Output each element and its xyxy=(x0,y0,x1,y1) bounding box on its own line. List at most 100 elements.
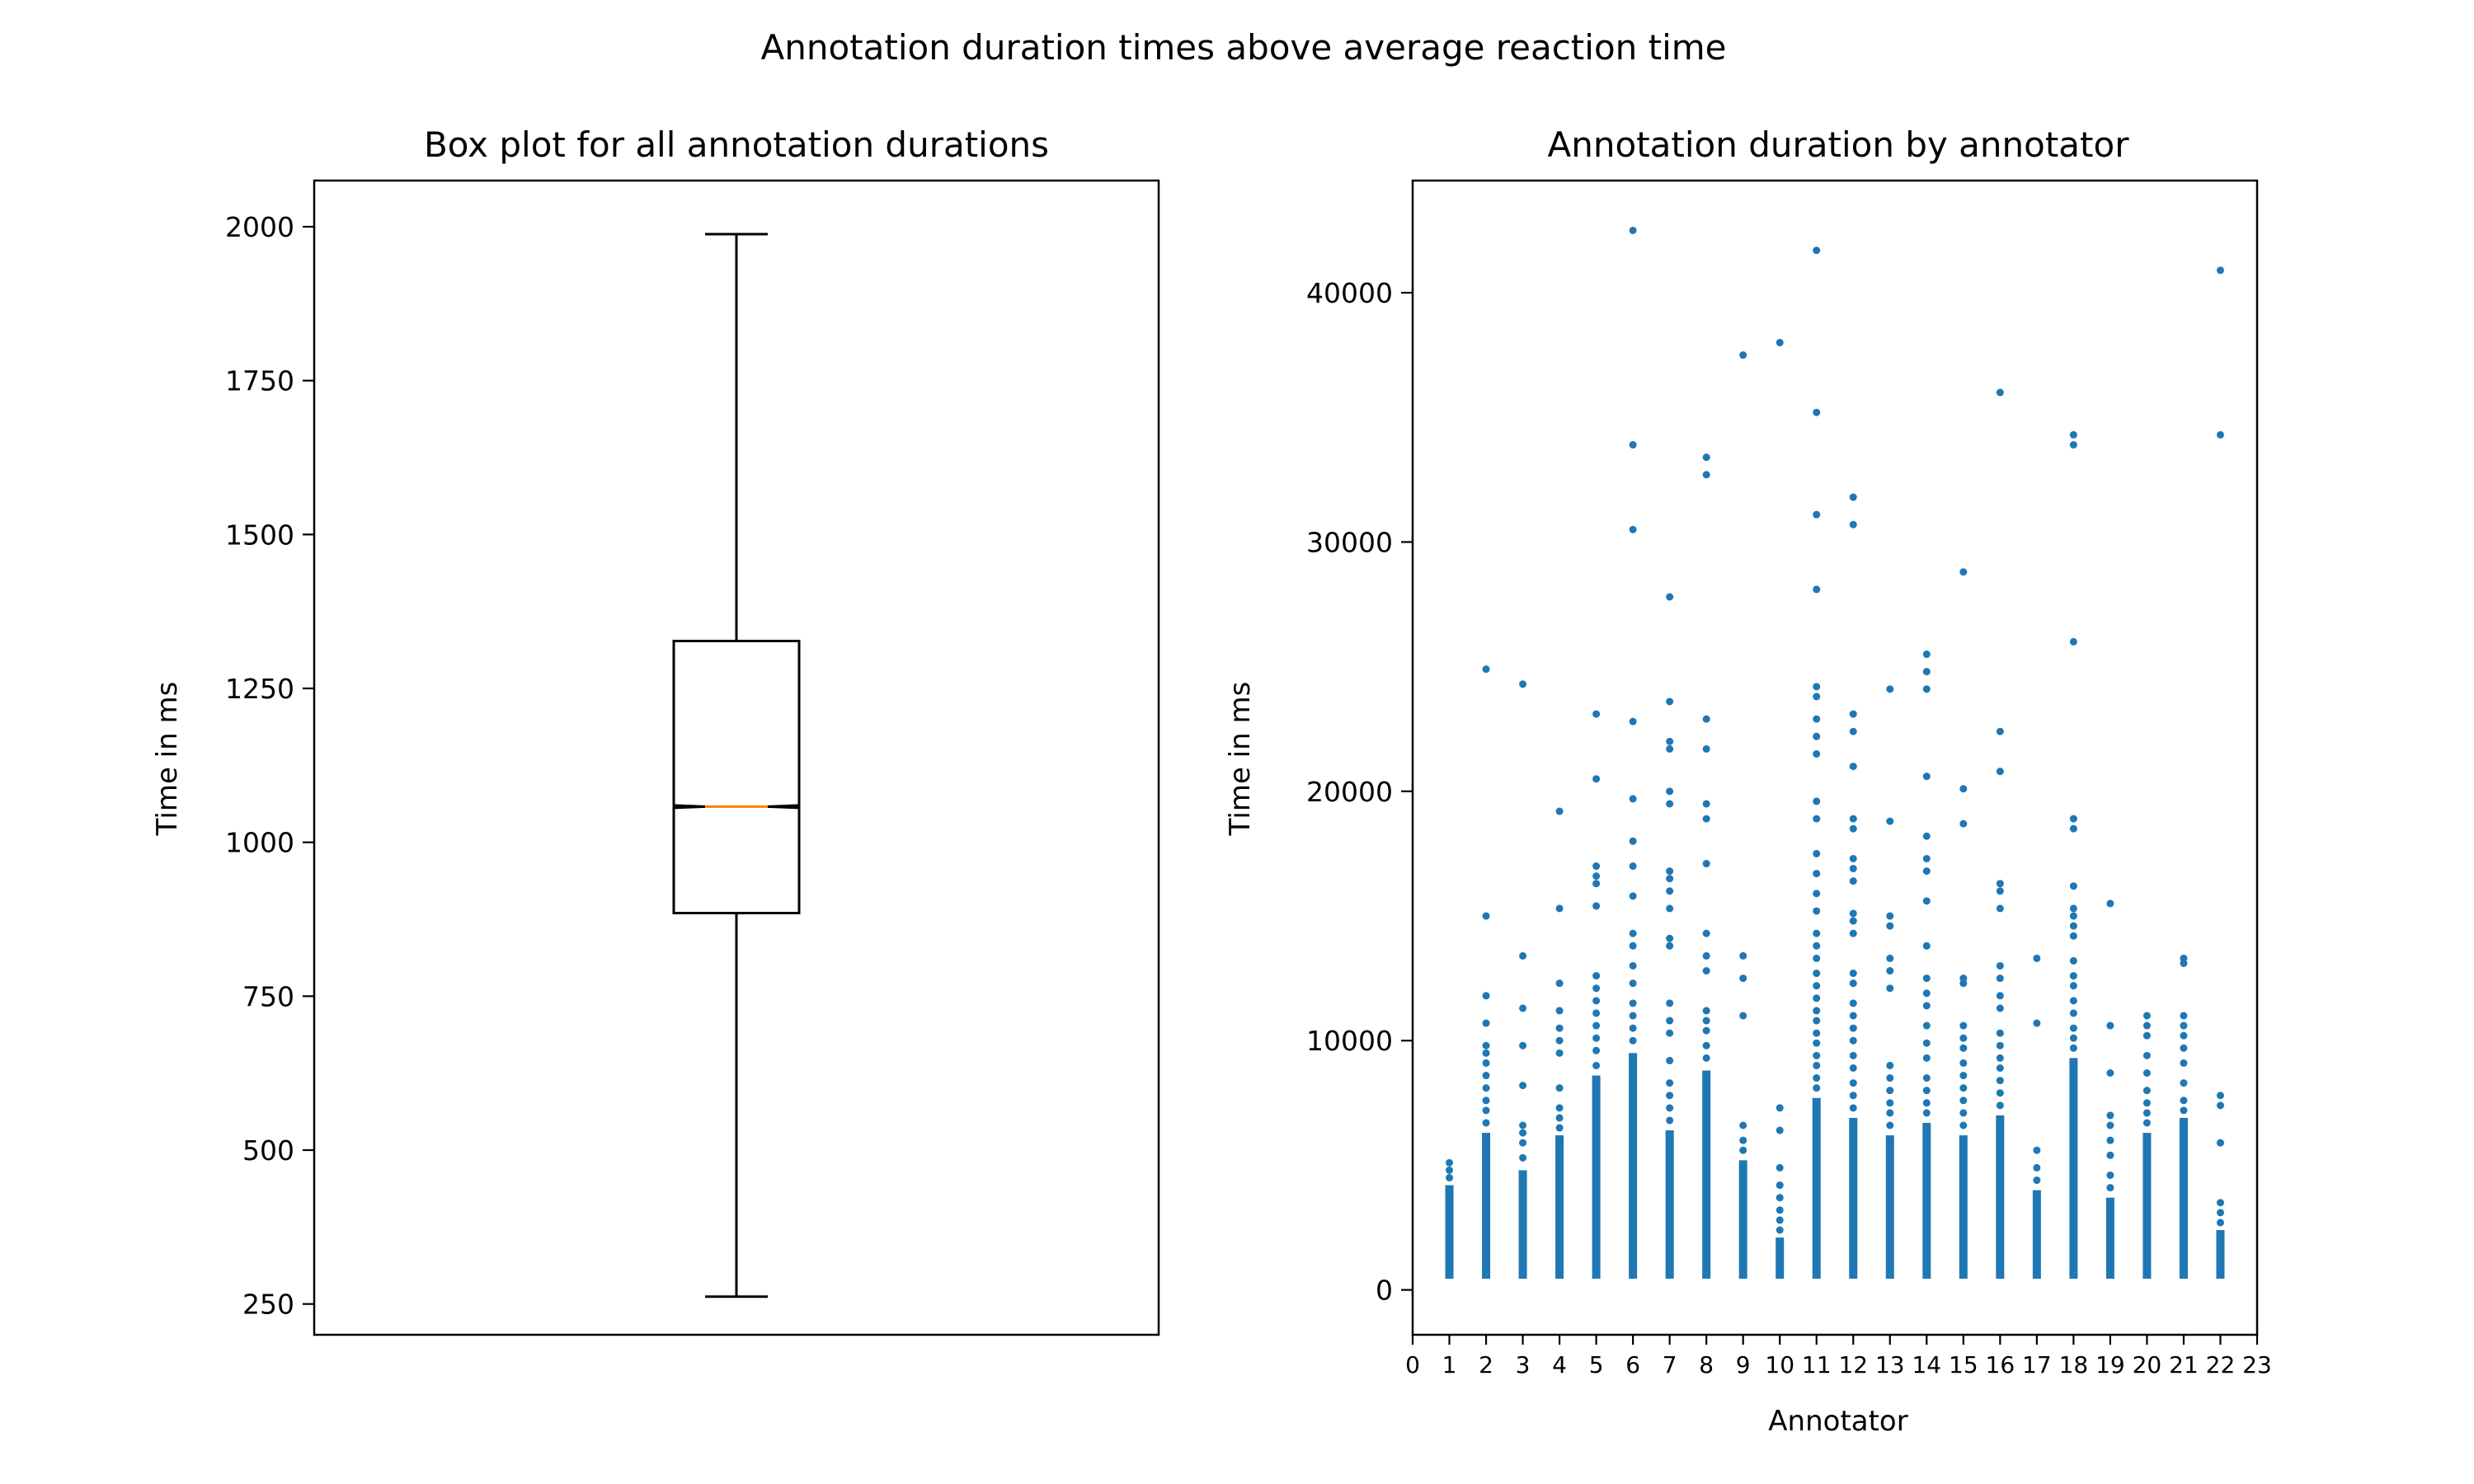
scatter-point xyxy=(1555,1007,1564,1015)
scatter-point xyxy=(2069,430,2077,439)
scatter-point xyxy=(1959,1109,1968,1117)
boxplot-frame xyxy=(313,179,1160,1336)
scatter-point xyxy=(1702,860,1710,868)
scatter-point xyxy=(1666,934,1674,942)
scatter-point xyxy=(1702,715,1710,723)
scatter-point xyxy=(1702,800,1710,808)
boxplot-ylabel: Time in ms xyxy=(151,682,184,837)
scatter-point xyxy=(1849,727,1857,735)
scatter-point xyxy=(1629,717,1637,726)
scatter-point xyxy=(2069,1009,2077,1017)
scatter-xtick-label: 16 xyxy=(1986,1351,2015,1378)
scatter-point xyxy=(1555,979,1564,988)
scatter-point xyxy=(1849,1024,1857,1032)
scatter-yticks: 0 10000 20000 30000 40000 xyxy=(1306,277,1413,1307)
scatter-point xyxy=(1555,807,1564,815)
scatter-point xyxy=(1555,1036,1564,1045)
scatter-point xyxy=(2069,972,2077,980)
annotator-22-points xyxy=(2216,266,2225,1279)
scatter-point xyxy=(1592,1061,1601,1069)
scatter-point xyxy=(1666,1056,1674,1064)
scatter-point xyxy=(2106,1121,2114,1129)
scatter-point xyxy=(1959,568,1968,576)
scatter-point xyxy=(1592,1009,1601,1017)
annotator-16-points xyxy=(1996,388,2005,1279)
scatter-point xyxy=(1739,351,1747,359)
scatter-point xyxy=(1629,979,1637,988)
annotator-6-dense-points xyxy=(1629,1053,1638,1279)
scatter-point xyxy=(1592,710,1601,718)
boxplot-title: Box plot for all annotation durations xyxy=(424,124,1049,165)
figure-suptitle: Annotation duration times above average … xyxy=(760,27,1726,68)
scatter-point xyxy=(1482,912,1490,920)
scatter-point xyxy=(1592,984,1601,993)
scatter-point xyxy=(1776,1163,1784,1172)
scatter-point xyxy=(1482,1084,1490,1092)
scatter-point xyxy=(1519,1004,1527,1012)
scatter-point xyxy=(2069,932,2077,940)
annotator-12-dense-points xyxy=(1849,1117,1858,1279)
scatter-point xyxy=(1592,997,1601,1005)
scatter-point xyxy=(1813,1051,1821,1059)
scatter-point xyxy=(1849,763,1857,771)
scatter-point xyxy=(1849,865,1857,873)
scatter-point xyxy=(2180,1012,2188,1020)
scatter-xtick-label: 17 xyxy=(2022,1351,2052,1378)
annotator-4-points xyxy=(1555,807,1564,1279)
scatter-point xyxy=(2142,1087,2151,1095)
scatter-point xyxy=(2069,882,2077,890)
scatter-point xyxy=(1482,1019,1490,1027)
scatter-point xyxy=(2033,1146,2041,1154)
scatter-point xyxy=(1555,1084,1564,1092)
scatter-point xyxy=(2180,1031,2188,1040)
scatter-point xyxy=(1739,974,1747,983)
scatter-point xyxy=(1922,1109,1931,1117)
scatter-point xyxy=(1813,970,1821,978)
scatter-point xyxy=(1922,1074,1931,1082)
scatter-point xyxy=(1886,1121,1894,1129)
scatter-point xyxy=(1996,1064,2004,1072)
scatter-point xyxy=(1886,1109,1894,1117)
annotator-12-points xyxy=(1849,493,1858,1279)
scatter-xtick-label: 0 xyxy=(1405,1351,1420,1378)
annotator-19-dense-points xyxy=(2105,1197,2114,1279)
scatter-point xyxy=(2142,1099,2151,1107)
scatter-point xyxy=(1959,819,1968,828)
annotator-7-points xyxy=(1665,593,1674,1279)
boxplot-ytick-label: 500 xyxy=(242,1134,294,1167)
scatter-point xyxy=(1555,1024,1564,1032)
scatter-xtick-label: 7 xyxy=(1663,1351,1677,1378)
scatter-point xyxy=(1592,862,1601,871)
scatter-point xyxy=(1849,1092,1857,1100)
scatter-xtick-label: 20 xyxy=(2133,1351,2162,1378)
scatter-point xyxy=(1996,727,2004,735)
scatter-point xyxy=(1666,800,1674,808)
scatter-point xyxy=(1482,665,1490,674)
scatter-point xyxy=(2069,1024,2077,1032)
scatter-point xyxy=(1922,897,1931,905)
annotator-5-points xyxy=(1592,710,1601,1279)
scatter-point xyxy=(1739,1146,1747,1154)
scatter-point xyxy=(1702,951,1710,960)
scatter-point xyxy=(1996,1041,2004,1050)
scatter-point xyxy=(2142,1069,2151,1078)
scatter-point xyxy=(1813,954,1821,962)
scatter-point xyxy=(2106,1136,2114,1144)
scatter-frame xyxy=(1411,179,2259,1336)
scatter-point xyxy=(1813,1039,1821,1047)
scatter-point xyxy=(1813,890,1821,898)
scatter-point xyxy=(1959,1072,1968,1080)
scatter-point xyxy=(1813,1074,1821,1082)
scatter-point xyxy=(1702,1041,1710,1050)
scatter-point xyxy=(1666,1079,1674,1087)
scatter-point xyxy=(1996,768,2004,776)
scatter-point xyxy=(2069,1044,2077,1052)
scatter-point xyxy=(1629,1012,1637,1020)
scatter-point xyxy=(1922,942,1931,950)
annotator-3-points xyxy=(1518,680,1527,1279)
annotator-14-dense-points xyxy=(1922,1122,1931,1279)
scatter-point xyxy=(1666,744,1674,753)
scatter-point xyxy=(1886,984,1894,993)
scatter-point xyxy=(1813,693,1821,701)
annotator-14-points xyxy=(1922,650,1931,1279)
